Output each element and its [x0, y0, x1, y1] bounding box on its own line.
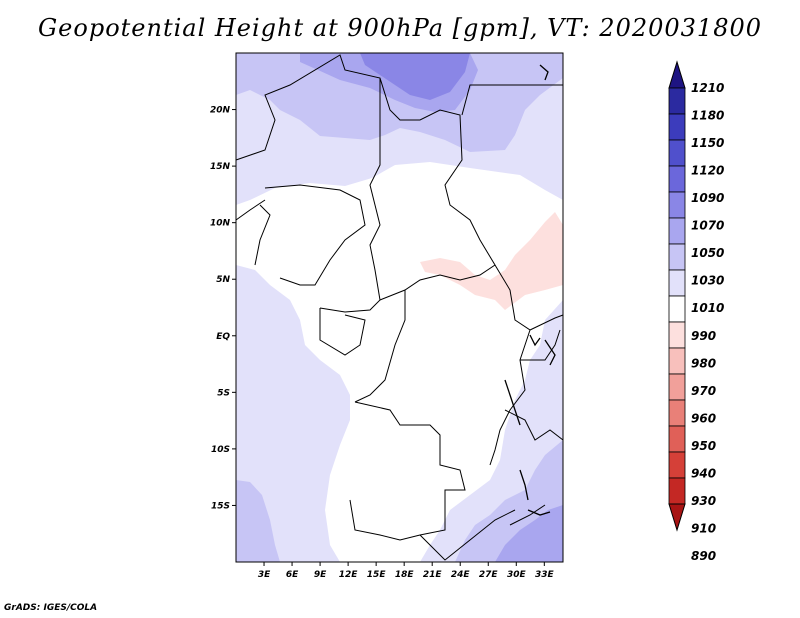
colorbar-swatch — [668, 217, 686, 245]
longitude-axis: 3E 6E 9E 12E 15E 18E 21E 24E 27E 30E 33E — [258, 562, 555, 580]
colorbar-bottom-arrow — [668, 503, 686, 532]
lon-label: 3E — [258, 570, 271, 580]
colorbar-label: 1210 — [691, 81, 724, 95]
colorbar-swatch — [668, 347, 686, 375]
lon-label: 9E — [314, 570, 327, 580]
colorbar-label: 1050 — [691, 246, 724, 260]
contour-fill-980-central — [420, 212, 563, 310]
colorbar-label: 960 — [691, 411, 716, 425]
colorbar-label: 950 — [691, 439, 716, 453]
lake-outlines — [504, 64, 556, 516]
colorbar-label: 980 — [691, 356, 716, 370]
colorbar-top-arrow — [668, 60, 686, 89]
lon-label: 21E — [423, 570, 443, 580]
colorbar-swatch — [668, 191, 686, 219]
colorbar-swatch — [668, 451, 686, 479]
colorbar-swatch — [668, 269, 686, 297]
colorbar-label: 990 — [691, 329, 716, 343]
colorbar-swatch — [668, 295, 686, 323]
lat-label: 5S — [217, 388, 230, 398]
lon-label: 15E — [367, 570, 387, 580]
contour-fill-1030-north — [236, 53, 563, 152]
lon-label: 18E — [395, 570, 415, 580]
colorbar-label: 890 — [691, 549, 716, 563]
colorbar-swatch — [668, 139, 686, 167]
height-field — [236, 53, 563, 562]
map-frame — [235, 52, 564, 563]
lon-label: 6E — [286, 570, 299, 580]
colorbar-label: 1010 — [691, 301, 724, 315]
footer-credit: GrADS: IGES/COLA — [4, 603, 98, 613]
colorbar-label: 1180 — [691, 109, 724, 123]
lat-label: 10N — [210, 219, 231, 229]
colorbar-label: 930 — [691, 494, 716, 508]
colorbar-swatch — [668, 399, 686, 427]
colorbar-label: 940 — [691, 466, 716, 480]
lat-label: EQ — [216, 332, 230, 342]
colorbar-swatch — [668, 425, 686, 453]
contour-fill-1070-north — [360, 53, 470, 100]
colorbar-label: 1150 — [691, 136, 724, 150]
lon-label: 27E — [479, 570, 499, 580]
colorbar-swatch — [668, 87, 686, 115]
lat-label: 5N — [216, 275, 230, 285]
contour-fill-1030-southwest — [236, 480, 280, 562]
colorbar-swatch — [668, 321, 686, 349]
colorbar-label: 1070 — [691, 219, 724, 233]
colorbar-swatch — [668, 373, 686, 401]
latitude-axis: 20N 15N 10N 5N EQ 5S 10S 15S — [210, 106, 236, 511]
lon-label: 30E — [507, 570, 527, 580]
colorbar-label: 1120 — [691, 164, 724, 178]
colorbar-swatch — [668, 477, 686, 505]
colorbar-swatch — [668, 165, 686, 193]
colorbar-swatch — [668, 113, 686, 141]
lat-label: 20N — [210, 106, 231, 116]
lon-label: 12E — [339, 570, 359, 580]
lon-label: 33E — [535, 570, 555, 580]
map-title: Geopotential Height at 900hPa [gpm], VT:… — [38, 14, 762, 42]
contour-fill-1010-west — [236, 265, 350, 562]
colorbar-label: 1090 — [691, 191, 724, 205]
contour-fill-1050-southeast — [495, 505, 563, 562]
lat-label: 15N — [210, 162, 231, 172]
lat-label: 10S — [211, 445, 230, 455]
country-borders — [235, 54, 564, 561]
lat-label: 15S — [211, 501, 230, 511]
colorbar-swatch — [668, 243, 686, 271]
colorbar-label: 1030 — [691, 274, 724, 288]
colorbar-label: 970 — [691, 384, 716, 398]
colorbar-label: 910 — [691, 521, 716, 535]
lon-label: 24E — [451, 570, 471, 580]
